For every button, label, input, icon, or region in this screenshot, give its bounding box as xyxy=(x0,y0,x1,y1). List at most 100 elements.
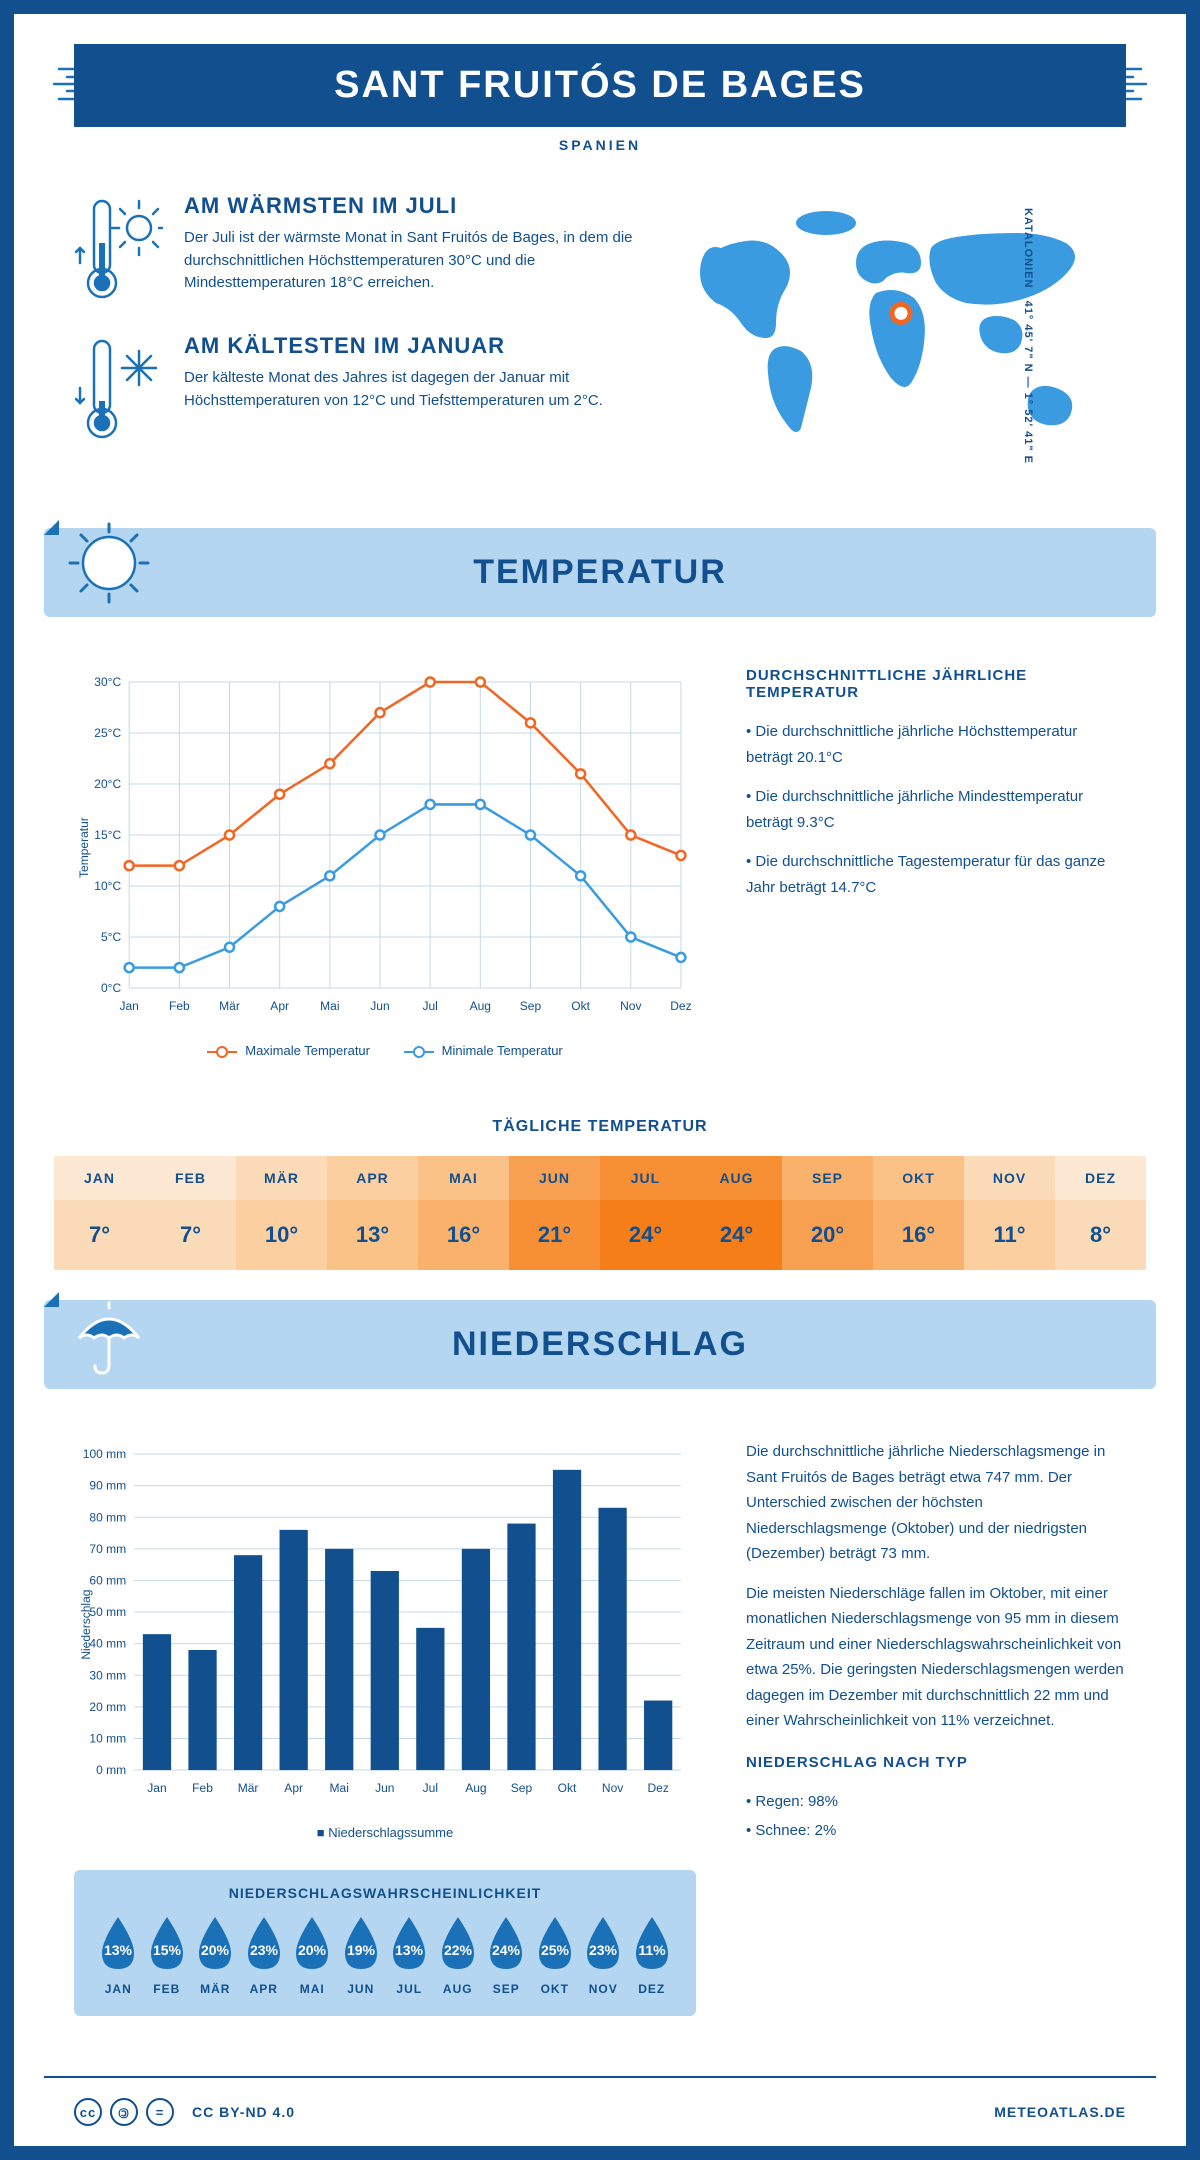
temp-month-label: JAN xyxy=(54,1156,145,1200)
precip-p1: Die durchschnittliche jährliche Niedersc… xyxy=(746,1439,1126,1567)
svg-text:20%: 20% xyxy=(201,1942,230,1958)
temp-month-label: MÄR xyxy=(236,1156,327,1200)
info-cold-title: AM KÄLTESTEN IM JANUAR xyxy=(184,333,636,359)
drop-month-label: APR xyxy=(240,1982,289,1996)
drop-item: 20% MÄR xyxy=(191,1913,240,1996)
svg-text:13%: 13% xyxy=(395,1942,424,1958)
svg-text:23%: 23% xyxy=(589,1942,618,1958)
svg-text:70 mm: 70 mm xyxy=(89,1542,126,1556)
temp-value-label: 16° xyxy=(418,1200,509,1270)
daily-temp-title: TÄGLICHE TEMPERATUR xyxy=(14,1118,1186,1136)
drop-icon: 11% xyxy=(628,1913,676,1973)
precip-probability-box: NIEDERSCHLAGSWAHRSCHEINLICHKEIT 13% JAN … xyxy=(74,1870,696,2016)
cc-icon: cc xyxy=(74,2098,102,2126)
svg-text:Temperatur: Temperatur xyxy=(77,817,91,878)
precipitation-side-text: Die durchschnittliche jährliche Niedersc… xyxy=(746,1439,1126,2016)
drop-month-label: JUL xyxy=(385,1982,434,1996)
info-section: AM WÄRMSTEN IM JULI Der Juli ist der wär… xyxy=(14,193,1186,508)
svg-text:60 mm: 60 mm xyxy=(89,1574,126,1588)
thermometer-hot-icon xyxy=(74,193,164,303)
svg-text:Feb: Feb xyxy=(169,999,190,1013)
by-icon: 🄯 xyxy=(110,2098,138,2126)
svg-text:Mär: Mär xyxy=(238,1781,259,1795)
temp-value-label: 13° xyxy=(327,1200,418,1270)
header-banner: SANT FRUITÓS DE BAGES xyxy=(74,44,1126,127)
info-warmest: AM WÄRMSTEN IM JULI Der Juli ist der wär… xyxy=(74,193,636,303)
precipitation-title: NIEDERSCHLAG xyxy=(69,1325,1131,1364)
drop-month-label: NOV xyxy=(579,1982,628,1996)
svg-text:Niederschlag: Niederschlag xyxy=(79,1590,93,1660)
svg-text:20°C: 20°C xyxy=(94,777,121,791)
svg-text:50 mm: 50 mm xyxy=(89,1605,126,1619)
svg-text:Aug: Aug xyxy=(465,1781,486,1795)
drop-item: 19% JUN xyxy=(337,1913,386,1996)
svg-text:Jun: Jun xyxy=(375,1781,394,1795)
temp-cell: JUN21° xyxy=(509,1156,600,1270)
drop-icon: 20% xyxy=(288,1913,336,1973)
temp-month-label: AUG xyxy=(691,1156,782,1200)
temp-value-label: 24° xyxy=(600,1200,691,1270)
precipitation-banner: NIEDERSCHLAG xyxy=(44,1300,1156,1389)
drop-icon: 23% xyxy=(579,1913,627,1973)
svg-text:90 mm: 90 mm xyxy=(89,1479,126,1493)
info-warm-text: Der Juli ist der wärmste Monat in Sant F… xyxy=(184,227,636,295)
drop-item: 24% SEP xyxy=(482,1913,531,1996)
svg-text:20%: 20% xyxy=(298,1942,327,1958)
temp-bullet: • Die durchschnittliche jährliche Höchst… xyxy=(746,719,1126,770)
svg-text:Dez: Dez xyxy=(647,1781,668,1795)
temp-month-label: SEP xyxy=(782,1156,873,1200)
svg-text:80 mm: 80 mm xyxy=(89,1510,126,1524)
svg-text:Jul: Jul xyxy=(423,1781,438,1795)
site-name: METEOATLAS.DE xyxy=(994,2104,1126,2120)
drop-item: 20% MAI xyxy=(288,1913,337,1996)
svg-text:10 mm: 10 mm xyxy=(89,1732,126,1746)
svg-text:Nov: Nov xyxy=(620,999,641,1013)
temperature-line-chart: 0°C5°C10°C15°C20°C25°C30°CJanFebMärAprMa… xyxy=(74,667,696,1028)
svg-text:Sep: Sep xyxy=(520,999,542,1013)
svg-text:Mai: Mai xyxy=(320,999,339,1013)
sun-icon xyxy=(64,518,154,608)
drop-item: 13% JUL xyxy=(385,1913,434,1996)
precip-rain: • Regen: 98% xyxy=(746,1789,1126,1815)
license-icons: cc 🄯 = CC BY-ND 4.0 xyxy=(74,2098,295,2126)
temp-cell: SEP20° xyxy=(782,1156,873,1270)
world-map-box: KATALONIEN 41° 45' 7" N — 1° 52' 41" E xyxy=(676,193,1126,478)
drop-month-label: SEP xyxy=(482,1982,531,1996)
precipitation-chart-row: 0 mm10 mm20 mm30 mm40 mm50 mm60 mm70 mm8… xyxy=(14,1409,1186,2046)
drop-month-label: JAN xyxy=(94,1982,143,1996)
temp-value-label: 7° xyxy=(145,1200,236,1270)
svg-text:40 mm: 40 mm xyxy=(89,1637,126,1651)
svg-text:Nov: Nov xyxy=(602,1781,623,1795)
svg-text:30 mm: 30 mm xyxy=(89,1668,126,1682)
svg-text:Dez: Dez xyxy=(670,999,691,1013)
temp-cell: MÄR10° xyxy=(236,1156,327,1270)
svg-text:25%: 25% xyxy=(541,1942,570,1958)
temp-value-label: 20° xyxy=(782,1200,873,1270)
svg-text:30°C: 30°C xyxy=(94,675,121,689)
umbrella-icon xyxy=(64,1290,154,1380)
precipitation-bar-chart: 0 mm10 mm20 mm30 mm40 mm50 mm60 mm70 mm8… xyxy=(74,1439,696,1810)
temp-cell: JAN7° xyxy=(54,1156,145,1270)
coordinates-label: KATALONIEN 41° 45' 7" N — 1° 52' 41" E xyxy=(1022,207,1034,463)
svg-text:5°C: 5°C xyxy=(101,930,121,944)
license-text: CC BY-ND 4.0 xyxy=(192,2104,295,2120)
info-warm-title: AM WÄRMSTEN IM JULI xyxy=(184,193,636,219)
temp-value-label: 11° xyxy=(964,1200,1055,1270)
drop-icon: 20% xyxy=(191,1913,239,1973)
temp-value-label: 8° xyxy=(1055,1200,1146,1270)
header-subtitle: SPANIEN xyxy=(14,137,1186,153)
info-coldest: AM KÄLTESTEN IM JANUAR Der kälteste Mona… xyxy=(74,333,636,443)
precip-prob-title: NIEDERSCHLAGSWAHRSCHEINLICHKEIT xyxy=(94,1885,676,1901)
svg-text:Jul: Jul xyxy=(422,999,437,1013)
temp-month-label: APR xyxy=(327,1156,418,1200)
temp-month-label: JUN xyxy=(509,1156,600,1200)
temp-month-label: FEB xyxy=(145,1156,236,1200)
svg-text:0°C: 0°C xyxy=(101,981,121,995)
drop-month-label: JUN xyxy=(337,1982,386,1996)
svg-text:Aug: Aug xyxy=(470,999,491,1013)
temp-value-label: 21° xyxy=(509,1200,600,1270)
drop-month-label: OKT xyxy=(531,1982,580,1996)
footer: cc 🄯 = CC BY-ND 4.0 METEOATLAS.DE xyxy=(44,2076,1156,2146)
svg-text:22%: 22% xyxy=(444,1942,473,1958)
temperature-side-text: DURCHSCHNITTLICHE JÄHRLICHE TEMPERATUR •… xyxy=(746,667,1126,1058)
